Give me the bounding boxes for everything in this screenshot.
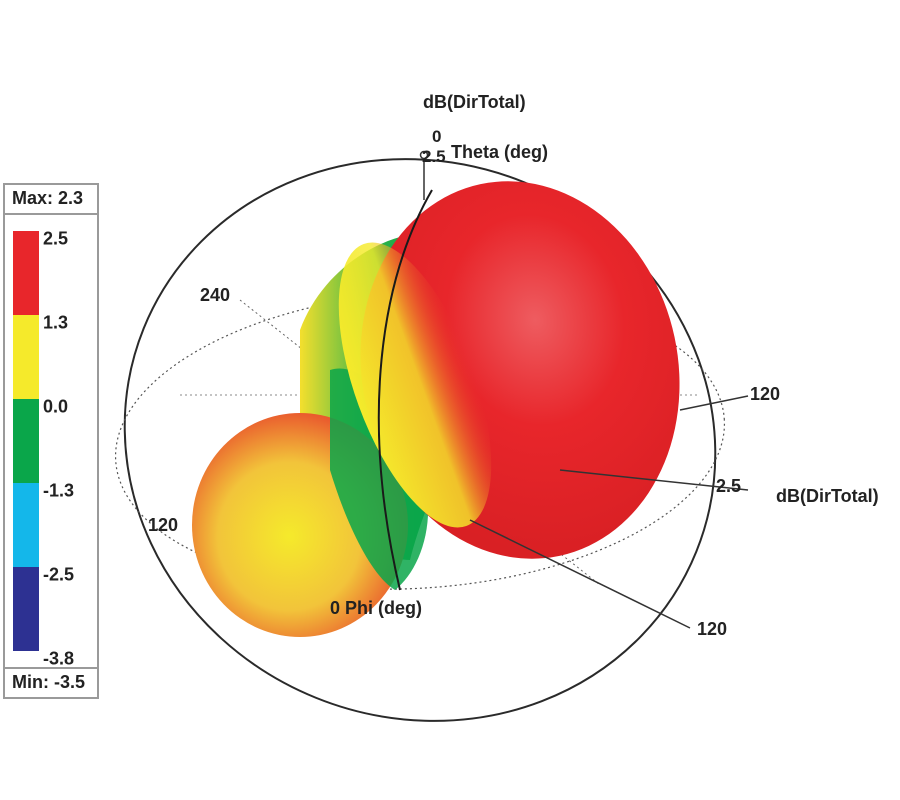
theta-scale-label: 2.5 xyxy=(422,147,446,166)
theta-meridian xyxy=(377,189,433,591)
colorbar-band xyxy=(13,315,39,399)
colorbar xyxy=(13,231,39,651)
colorbar-band xyxy=(13,483,39,567)
colorbar-tick-label: -1.3 xyxy=(43,480,75,501)
label-240: 240 xyxy=(200,285,230,305)
legend-body: 2.5 1.3 0.0 -1.3 -2.5 -3.8 xyxy=(3,213,99,669)
colorbar-tick-label: 1.3 xyxy=(43,312,69,333)
colorbar-tick-label: 2.5 xyxy=(43,228,69,249)
colorbar-tick-label: -2.5 xyxy=(43,564,75,585)
colorbar-tick-label: 0.0 xyxy=(43,396,69,417)
top-quantity-label: dB(DirTotal) xyxy=(423,92,526,112)
colorbar-band xyxy=(13,231,39,315)
origin-marker xyxy=(419,150,429,160)
right-scale-label: 2.5 xyxy=(716,476,741,496)
theta-zero-label: 0 xyxy=(432,127,441,146)
colorbar-band xyxy=(13,399,39,483)
theta-axis-label: Theta (deg) xyxy=(451,142,548,162)
pattern-blend xyxy=(338,242,492,528)
right-quantity-label: dB(DirTotal) xyxy=(776,486,879,506)
legend-min-label: Min: -3.5 xyxy=(3,667,99,699)
phi-axis-label: 0 Phi (deg) xyxy=(330,598,422,618)
legend-max-label: Max: 2.3 xyxy=(3,183,99,215)
label-120-right: 120 xyxy=(750,384,780,404)
label-120-bottom: 120 xyxy=(697,619,727,639)
color-legend: 2.5 1.3 0.0 -1.3 -2.5 -3.8 Max: 2.3 Min: -3.5 xyxy=(3,183,103,713)
phi-ellipse xyxy=(114,290,726,590)
colorbar-band xyxy=(13,567,39,651)
colorbar-tick-label: -3.8 xyxy=(43,648,75,669)
right-axis xyxy=(559,469,749,491)
lower-axis xyxy=(469,519,691,629)
label-120-left: 120 xyxy=(148,515,178,535)
upper-right-axis xyxy=(679,395,749,411)
